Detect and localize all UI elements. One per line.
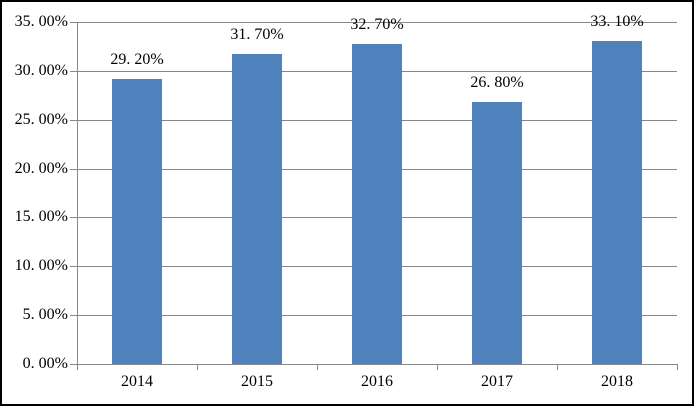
y-axis-label: 5. 00% xyxy=(22,306,68,323)
x-axis-tick xyxy=(317,364,318,370)
bar-2017 xyxy=(472,102,522,364)
y-axis-label: 35. 00% xyxy=(14,13,68,30)
y-axis-tick xyxy=(70,315,77,316)
bar-2018 xyxy=(592,41,642,364)
x-axis-tick xyxy=(677,364,678,370)
y-axis-label: 0. 00% xyxy=(22,355,68,372)
bar-value-label: 32. 70% xyxy=(350,16,404,33)
x-axis-label: 2016 xyxy=(361,373,393,390)
y-axis-label: 15. 00% xyxy=(14,208,68,225)
y-axis-line xyxy=(77,22,78,364)
y-axis-tick xyxy=(70,71,77,72)
x-axis-line xyxy=(77,364,677,365)
y-axis-label: 30. 00% xyxy=(14,62,68,79)
bar-value-label: 26. 80% xyxy=(470,74,524,91)
y-axis-label: 25. 00% xyxy=(14,111,68,128)
x-axis-label: 2014 xyxy=(121,373,153,390)
y-axis-tick xyxy=(70,22,77,23)
x-axis-label: 2017 xyxy=(481,373,513,390)
x-axis-label: 2015 xyxy=(241,373,273,390)
y-axis-tick xyxy=(70,169,77,170)
bar-2014 xyxy=(112,79,162,364)
bar-value-label: 31. 70% xyxy=(230,26,284,43)
x-axis-label: 2018 xyxy=(601,373,633,390)
x-axis-tick xyxy=(557,364,558,370)
gridline xyxy=(77,22,677,23)
y-axis-label: 20. 00% xyxy=(14,160,68,177)
x-axis-tick xyxy=(77,364,78,370)
bar-2015 xyxy=(232,54,282,364)
bar-2016 xyxy=(352,44,402,364)
y-axis-tick xyxy=(70,364,77,365)
bar-value-label: 29. 20% xyxy=(110,51,164,68)
x-axis-tick xyxy=(437,364,438,370)
y-axis-label: 10. 00% xyxy=(14,257,68,274)
bar-value-label: 33. 10% xyxy=(590,13,644,30)
x-axis-tick xyxy=(197,364,198,370)
y-axis-tick xyxy=(70,266,77,267)
y-axis-tick xyxy=(70,120,77,121)
y-axis-tick xyxy=(70,217,77,218)
